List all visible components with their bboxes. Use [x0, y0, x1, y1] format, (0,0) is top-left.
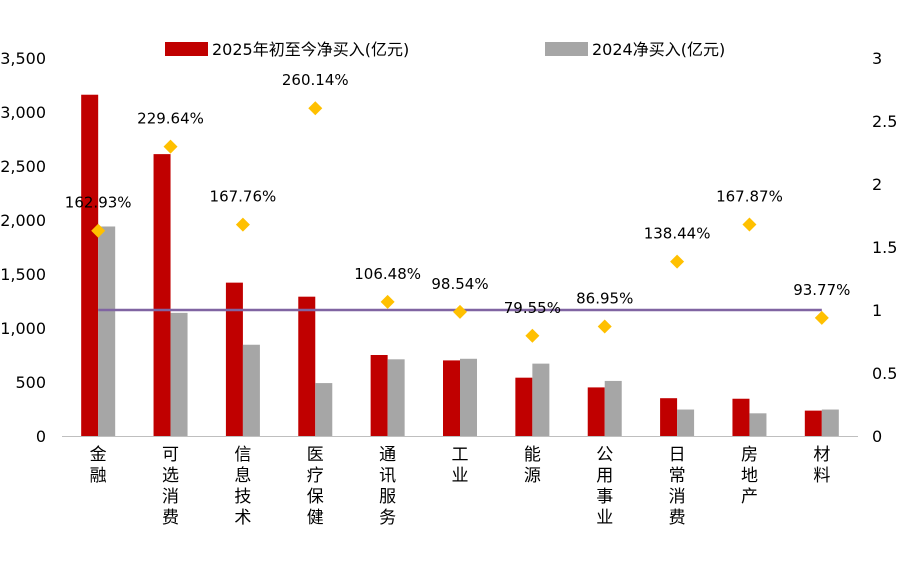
- category-label: 通讯服务: [379, 445, 396, 528]
- bar-2024: [315, 383, 333, 436]
- y-left-tick-label: 1,000: [0, 319, 46, 338]
- y-left-tick-label: 3,500: [0, 49, 46, 68]
- legend-swatch-2025: [165, 42, 208, 56]
- bar-2025: [660, 398, 678, 436]
- y-left-tick-label: 3,000: [0, 103, 46, 122]
- bar-2025: [370, 355, 388, 436]
- category-label: 房地产: [741, 445, 758, 507]
- ratio-marker: [91, 223, 106, 238]
- y-right-tick-label: 2.5: [872, 112, 897, 131]
- ratio-label: 98.54%: [431, 275, 488, 293]
- y-left-tick-label: 2,500: [0, 157, 46, 176]
- bar-2024: [604, 380, 622, 436]
- category-label: 信息技术: [234, 445, 251, 528]
- ratio-label: 260.14%: [282, 71, 349, 89]
- y-left-tick-label: 2,000: [0, 211, 46, 230]
- bar-2024: [242, 344, 260, 436]
- bar-2024: [821, 409, 839, 436]
- category-label: 金融: [90, 445, 107, 486]
- category-label: 可选消费: [162, 445, 179, 528]
- y-right-tick-label: 1: [872, 301, 882, 320]
- ratio-marker: [453, 304, 467, 319]
- y-right-tick-label: 1.5: [872, 238, 897, 257]
- ratio-label: 106.48%: [354, 265, 421, 283]
- bar-2025: [298, 296, 316, 436]
- y-left-tick-label: 500: [15, 373, 46, 392]
- ratio-marker: [742, 217, 757, 232]
- bar-2024: [677, 409, 695, 436]
- ratio-label: 167.76%: [210, 188, 277, 206]
- bar-2024: [387, 359, 405, 436]
- bar-2024: [460, 358, 477, 436]
- ratio-marker: [163, 139, 178, 154]
- y-left-tick-label: 0: [36, 427, 46, 446]
- category-label: 材料: [813, 445, 830, 486]
- ratio-label: 167.87%: [716, 187, 783, 205]
- bar-2025: [587, 387, 605, 436]
- bar-2025: [515, 377, 533, 436]
- y-right-tick-label: 3: [872, 49, 882, 68]
- bar-2024: [532, 363, 550, 436]
- y-right-tick-label: 0: [872, 427, 882, 446]
- category-label: 能源: [524, 445, 541, 486]
- ratio-label: 138.44%: [644, 225, 711, 243]
- bar-2025: [81, 94, 99, 436]
- legend-label-2024: 2024净买入(亿元): [592, 40, 725, 59]
- bar-2024: [98, 226, 116, 436]
- category-label: 工业: [452, 445, 469, 486]
- ratio-label: 93.77%: [793, 281, 850, 299]
- ratio-marker: [235, 217, 250, 232]
- ratio-marker: [308, 101, 323, 116]
- ratio-marker: [597, 319, 612, 334]
- bar-2025: [804, 410, 822, 436]
- bar-2025: [443, 360, 460, 436]
- ratio-label: 162.93%: [65, 194, 132, 212]
- y-right-tick-label: 0.5: [872, 364, 897, 383]
- ratio-marker: [670, 254, 685, 269]
- ratio-marker: [380, 294, 395, 309]
- bar-2024: [749, 413, 767, 436]
- bar-2024: [170, 312, 188, 436]
- bar-2025: [225, 282, 243, 436]
- y-left-tick-label: 1,500: [0, 265, 46, 284]
- ratio-label: 79.55%: [504, 299, 561, 317]
- ratio-marker: [525, 328, 540, 343]
- ratio-label: 229.64%: [137, 110, 204, 128]
- legend-swatch-2024: [545, 42, 588, 56]
- legend-label-2025: 2025年初至今净买入(亿元): [212, 40, 409, 59]
- ratio-marker: [814, 310, 829, 325]
- category-label: 日常消费: [669, 445, 686, 528]
- bar-2025: [153, 154, 171, 436]
- y-right-tick-label: 2: [872, 175, 882, 194]
- ratio-label: 86.95%: [576, 289, 633, 307]
- category-label: 医疗保健: [307, 445, 324, 528]
- bar-2025: [732, 398, 750, 436]
- category-label: 公用事业: [596, 445, 613, 528]
